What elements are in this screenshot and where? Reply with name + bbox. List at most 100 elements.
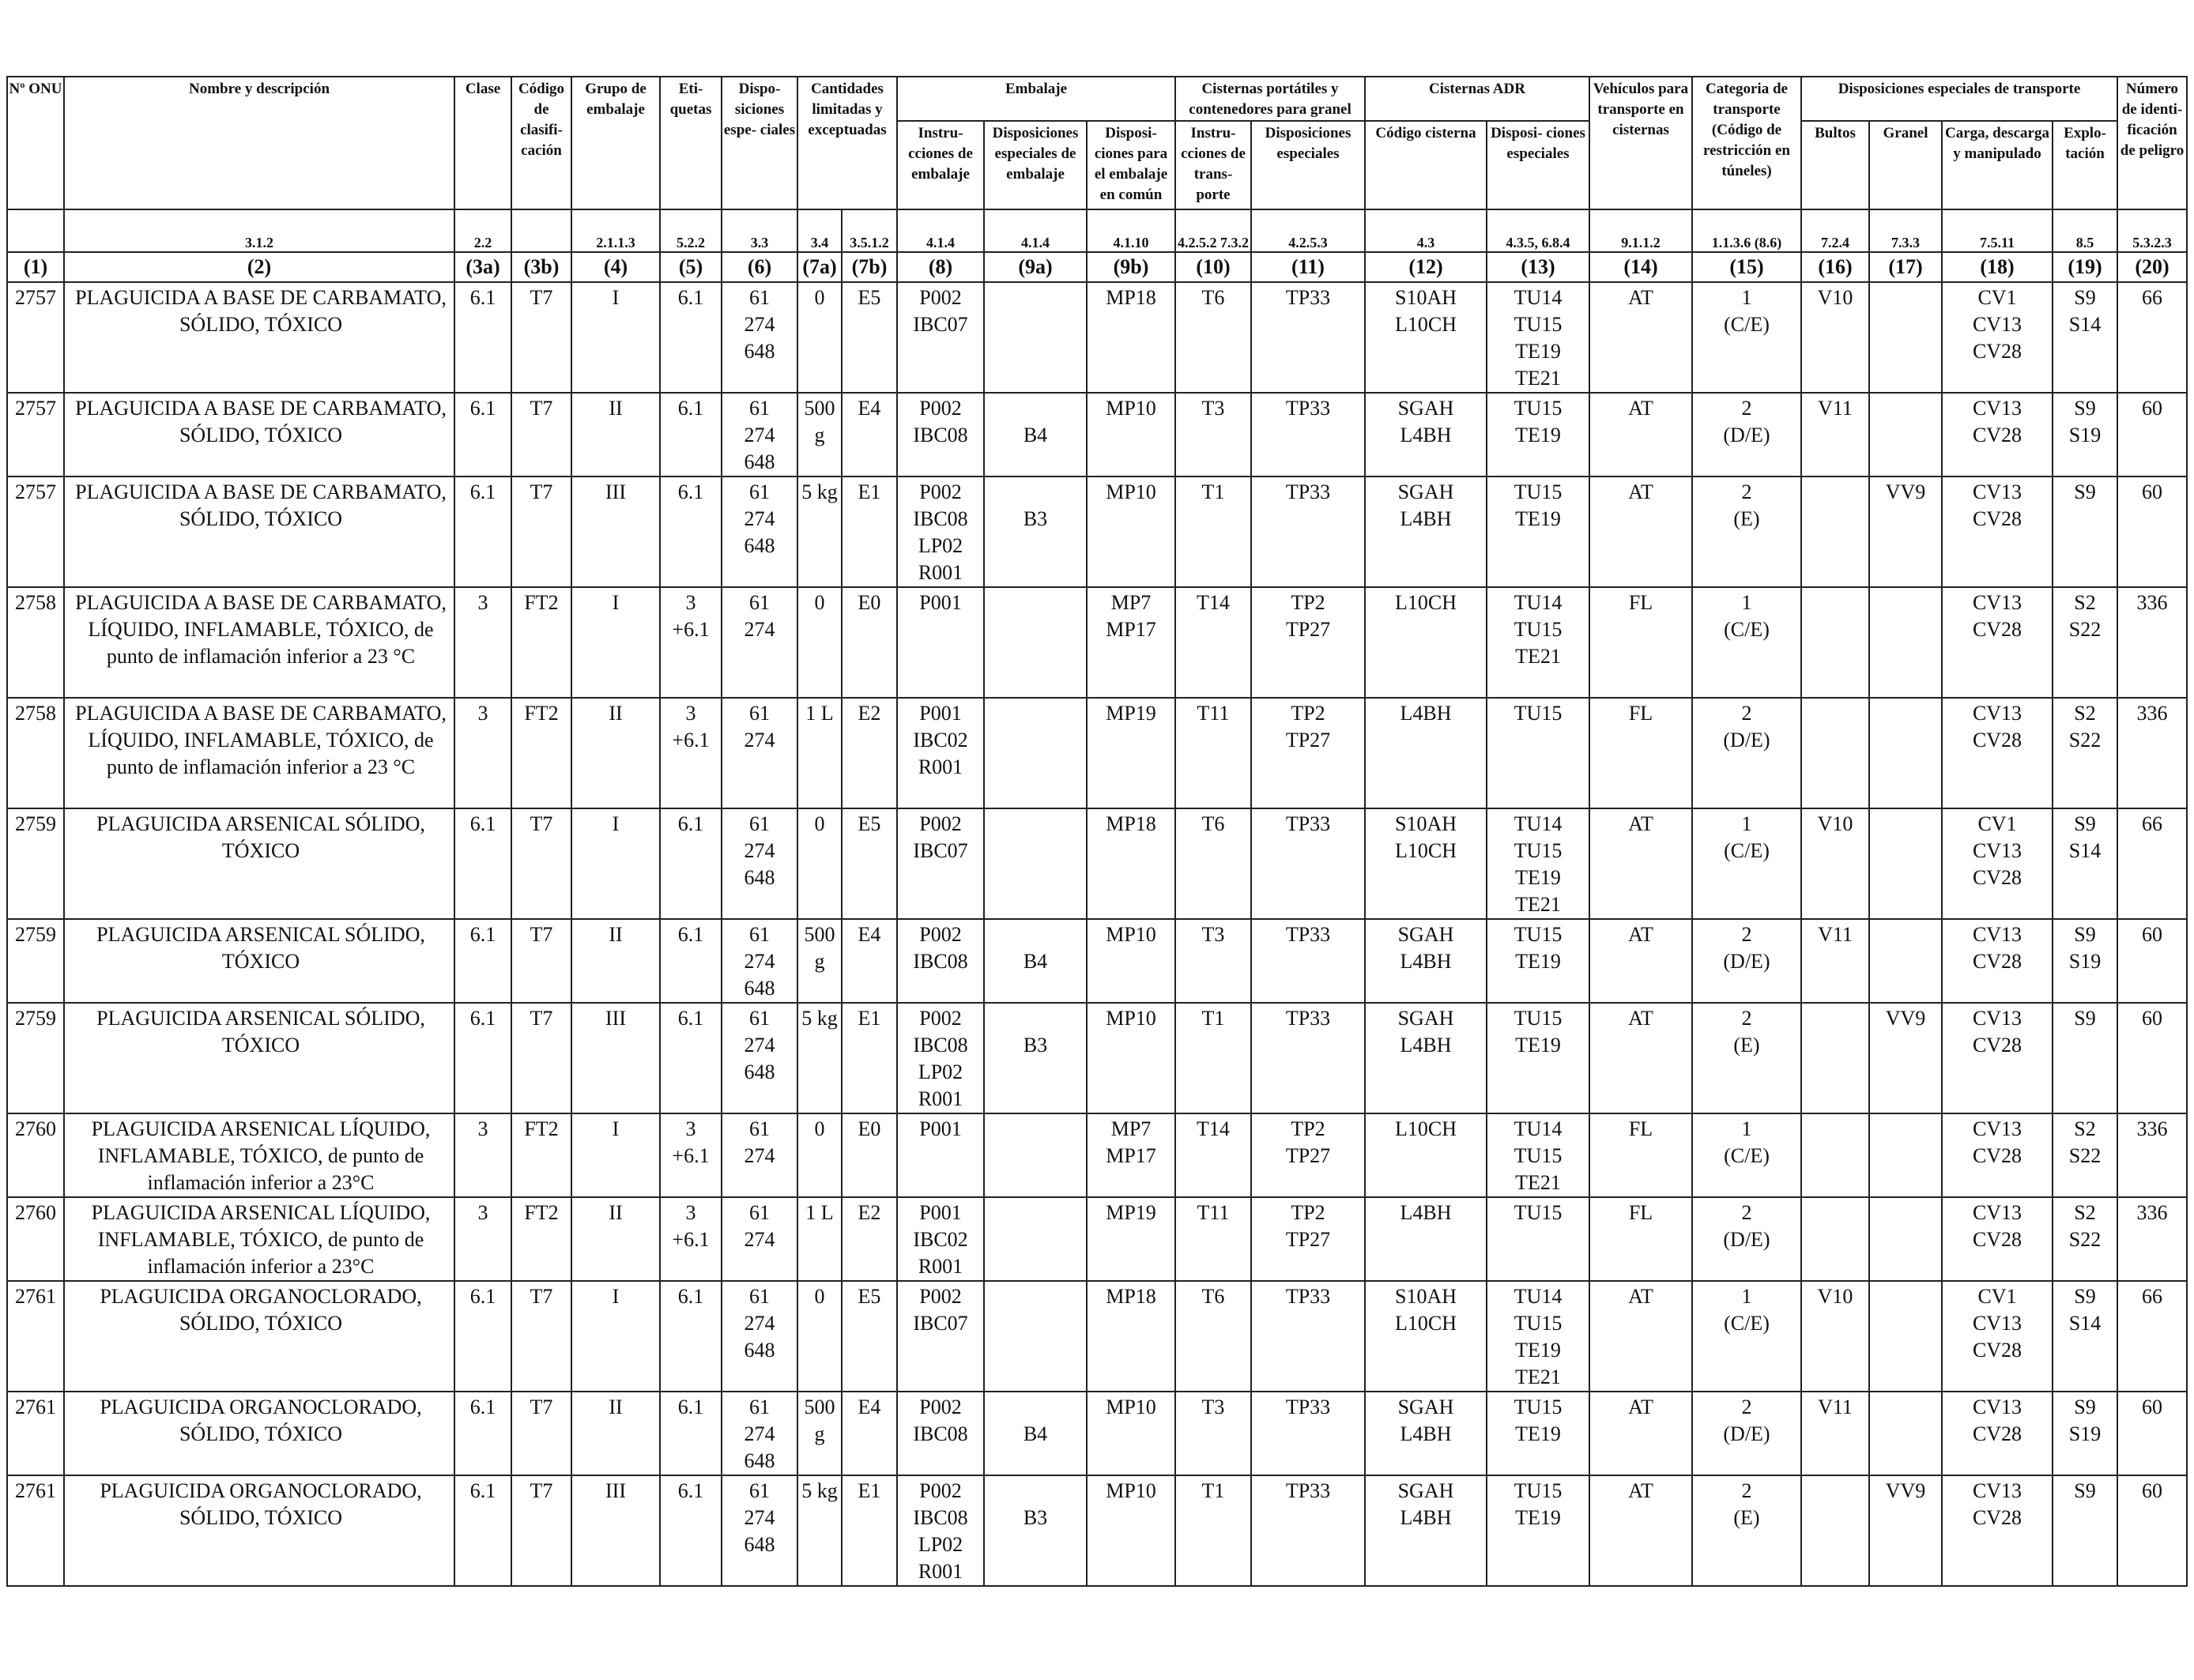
table-header: Nº ONU Nombre y descripción Clase Código… [6, 76, 2188, 283]
cell-line: FT2 [524, 702, 559, 725]
cell-line: TU15 [1514, 1144, 1563, 1167]
cell-line: II [609, 397, 623, 420]
cell-line: 61 [749, 812, 770, 835]
cell-disposiciones-especiales-adr: TU15 TE19 [1486, 1475, 1590, 1587]
header-codigo-cisterna: Código cisterna [1364, 120, 1487, 209]
cell-embalaje-comun: MP10 [1086, 1475, 1176, 1587]
cell-line: 274 [744, 507, 775, 530]
cell-instrucciones-transporte: T1 [1174, 1002, 1252, 1114]
cell-carga-descarga: CV13 CV28 [1941, 392, 2053, 477]
cell-line: TU15 [1514, 618, 1563, 641]
cell-line: T7 [530, 923, 553, 946]
column-number-cantidad-exceptuada: (7b) [841, 251, 898, 283]
cell-disposiciones-bultos [1800, 1002, 1870, 1114]
cell-grupo-embalaje: II [571, 1196, 661, 1282]
cell-line: T14 [1197, 591, 1230, 614]
cell-line: MP10 [1106, 480, 1156, 503]
header-codigo: Código de clasifi- cación [511, 76, 572, 209]
cell-line: L10CH [1395, 1312, 1457, 1335]
cell-disposiciones-especiales-embalaje: B3 [983, 1002, 1088, 1114]
cell-line: IBC02 [913, 1228, 968, 1251]
header-ref-disposiciones-especiales-cisternas: 4.2.5.3 [1250, 209, 1366, 253]
cell-line: 1 [1741, 1285, 1752, 1308]
cell-name: PLAGUICIDA ARSENICAL LÍQUIDO, INFLAMABLE… [63, 1196, 455, 1282]
column-number-disposiciones-bultos: (16) [1800, 251, 1870, 283]
cell-line: 2760 [15, 1117, 56, 1140]
cell-explotacion: S9 [2052, 1002, 2118, 1114]
cell-codigo-clasificacion: FT2 [511, 697, 572, 809]
cell-line: TE21 [1515, 1171, 1561, 1194]
cell-line: FT2 [524, 591, 559, 614]
cell-line [986, 395, 1085, 422]
cell-line: AT [1628, 1396, 1653, 1418]
cell-line: 6.1 [469, 397, 496, 420]
cell-line: CV28 [1972, 950, 2022, 973]
cell-carga-descarga: CV13 CV28 [1941, 476, 2053, 588]
cell-line: PLAGUICIDA A BASE DE CARBAMATO, LÍQUIDO,… [75, 591, 447, 668]
header-name: Nombre y descripción [63, 76, 455, 209]
cell-line: E1 [858, 1479, 881, 1502]
cell-disposiciones-especiales-adr: TU15 [1486, 1196, 1590, 1282]
cell-name: PLAGUICIDA ARSENICAL SÓLIDO, TÓXICO [63, 808, 455, 920]
cell-codigo-cisterna: L4BH [1364, 1196, 1487, 1282]
cell-instrucciones-embalaje: P002 IBC08 LP02 R001 [896, 1002, 985, 1114]
cell-onu: 2757 [6, 476, 65, 588]
cell-line: TE21 [1515, 1365, 1561, 1388]
cell-disposiciones-especiales-cisternas: TP33 [1250, 1391, 1366, 1476]
cell-disposiciones-especiales-embalaje [983, 1196, 1088, 1282]
cell-line: MP10 [1106, 1007, 1156, 1030]
cell-line: 5 kg [801, 1007, 838, 1030]
cell-line: P002 [919, 923, 962, 946]
cell-line: SGAH [1397, 480, 1454, 503]
cell-line: T7 [530, 480, 553, 503]
cell-line: 2 [1741, 397, 1752, 420]
cell-line: 0 [814, 812, 825, 835]
header-ref-instrucciones-transporte: 4.2.5.2 7.3.2 [1174, 209, 1252, 253]
cell-line: IBC08 [913, 1506, 968, 1529]
cell-line: 0 [814, 286, 825, 309]
cell-disposiciones-especiales-adr: TU14 TU15 TE19 TE21 [1486, 808, 1590, 920]
cell-line: E1 [858, 480, 881, 503]
cell-line: S22 [2068, 618, 2102, 641]
cell-line: 6.1 [469, 1396, 496, 1418]
cell-line: T1 [1201, 480, 1225, 503]
cell-disposiciones-especiales: 61 274 648 [721, 1391, 798, 1476]
cell-name: PLAGUICIDA ARSENICAL SÓLIDO, TÓXICO [63, 918, 455, 1004]
cell-line: CV1 [1977, 1285, 2017, 1308]
cell-line: L10CH [1395, 591, 1457, 614]
cell-line: AT [1628, 923, 1653, 946]
cell-line: S9 [2074, 1285, 2096, 1308]
cell-line: FL [1628, 591, 1653, 614]
cell-line: 2759 [15, 812, 56, 835]
cell-explotacion: S9 S19 [2052, 918, 2118, 1004]
cell-line: +6.1 [672, 618, 710, 641]
cell-numero-peligro: 66 [2117, 1280, 2188, 1392]
cell-codigo-cisterna: SGAH L4BH [1364, 1002, 1487, 1114]
cell-line: S9 [2074, 1479, 2096, 1502]
column-number-categoria-transporte: (15) [1691, 251, 1802, 283]
cell-explotacion: S2 S22 [2052, 1113, 2118, 1198]
cell-categoria-transporte: 2 (E) [1691, 476, 1802, 588]
cell-codigo-cisterna: SGAH L4BH [1364, 476, 1487, 588]
cell-line: PLAGUICIDA ORGANOCLORADO, SÓLIDO, TÓXICO [100, 1396, 422, 1445]
header-explotacion: Explo- tación [2052, 120, 2118, 209]
cell-instrucciones-transporte: T11 [1174, 1196, 1252, 1282]
cell-line: 6.1 [677, 480, 704, 503]
cell-cantidad-limitada: 500 g [797, 1391, 843, 1476]
cell-line: IBC02 [913, 729, 968, 751]
cell-line: 5 kg [801, 480, 838, 503]
cell-explotacion: S9 [2052, 1475, 2118, 1587]
cell-line: L4BH [1400, 1506, 1452, 1529]
cell-line: 6.1 [469, 1285, 496, 1308]
cell-line: g [814, 950, 825, 973]
cell-line: L4BH [1400, 424, 1452, 446]
cell-line: E2 [858, 702, 881, 725]
table-row: 2757 PLAGUICIDA A BASE DE CARBAMATO, SÓLI… [6, 281, 2188, 394]
cell-line: L10CH [1395, 1117, 1457, 1140]
cell-disposiciones-especiales-adr: TU14 TU15 TE19 TE21 [1486, 281, 1590, 394]
cell-codigo-cisterna: L4BH [1364, 697, 1487, 809]
header-ref-codigo-clasificacion [511, 209, 572, 253]
cell-line: CV28 [1972, 618, 2022, 641]
cell-explotacion: S9 S14 [2052, 808, 2118, 920]
cell-disposiciones-especiales: 61 274 648 [721, 476, 798, 588]
